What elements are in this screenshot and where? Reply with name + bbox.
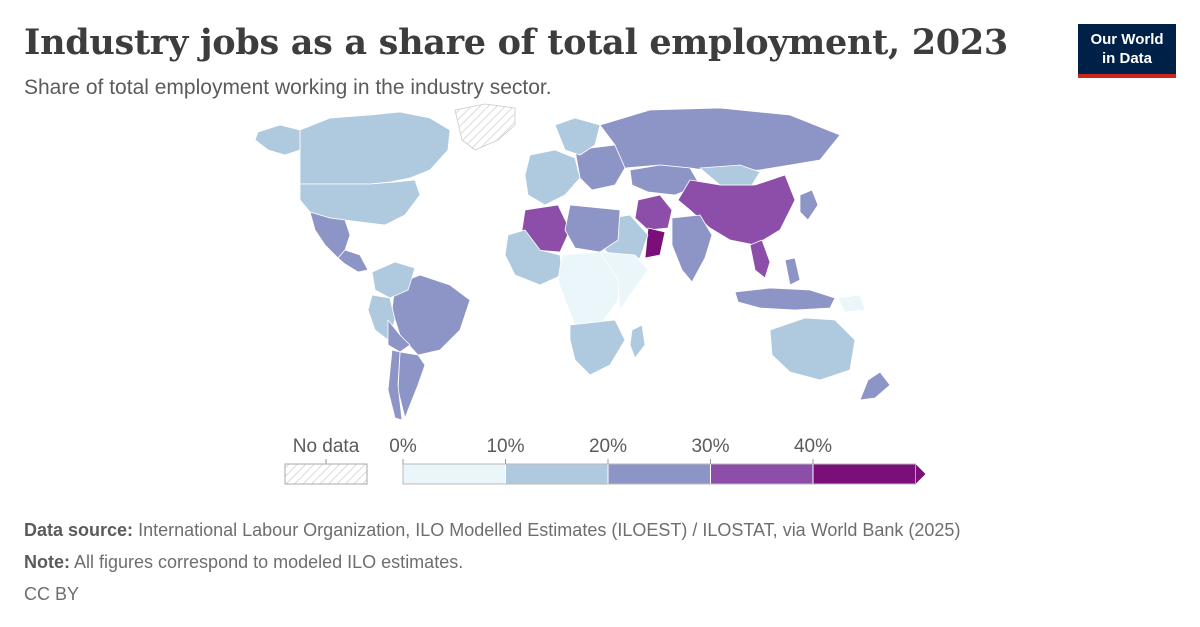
region-oman[interactable] xyxy=(644,227,666,259)
logo-line-2: in Data xyxy=(1101,50,1152,67)
region-iran[interactable] xyxy=(634,194,673,231)
region-central-america[interactable] xyxy=(337,249,369,273)
legend-no-data-label: No data xyxy=(293,436,360,457)
region-bolivia[interactable] xyxy=(387,319,411,353)
region-canada[interactable] xyxy=(299,111,451,185)
note-text: All figures correspond to modeled ILO es… xyxy=(74,552,464,572)
note-label: Note: xyxy=(24,552,70,572)
region-alaska[interactable] xyxy=(254,124,301,156)
logo-line-1: Our World xyxy=(1090,31,1164,48)
region-southern-africa[interactable] xyxy=(569,319,626,376)
source-line: Data source: International Labour Organi… xyxy=(24,514,960,546)
region-indonesia[interactable] xyxy=(734,287,836,311)
region-india[interactable] xyxy=(671,214,713,283)
footer: Data source: International Labour Organi… xyxy=(24,514,960,610)
legend-bin-2[interactable] xyxy=(607,463,711,485)
legend-tick-label-1: 10% xyxy=(486,436,524,457)
legend-bin-1[interactable] xyxy=(505,463,609,485)
legend-arrow-tip xyxy=(915,464,926,484)
region-papua-new-guinea[interactable] xyxy=(837,294,866,313)
legend-tick-label-0: 0% xyxy=(389,436,417,457)
region-madagascar[interactable] xyxy=(629,324,646,359)
region-western-europe[interactable] xyxy=(524,149,581,206)
legend-bin-4[interactable] xyxy=(812,463,916,485)
legend-bin-3[interactable] xyxy=(710,463,814,485)
legend-tick-label-3: 30% xyxy=(691,436,729,457)
region-east-africa[interactable] xyxy=(599,251,649,311)
region-chile[interactable] xyxy=(387,349,403,421)
legend-bin-0[interactable] xyxy=(402,463,506,485)
world-map xyxy=(254,103,891,421)
region-algeria[interactable] xyxy=(521,204,571,253)
region-vietnam[interactable] xyxy=(749,239,771,279)
region-brazil[interactable] xyxy=(391,274,471,356)
chart-subtitle: Share of total employment working in the… xyxy=(24,76,552,99)
region-scandinavia[interactable] xyxy=(554,117,601,156)
legend-tick-label-2: 20% xyxy=(589,436,627,457)
source-text[interactable]: International Labour Organization, ILO M… xyxy=(138,520,961,540)
source-label: Data source: xyxy=(24,520,134,540)
region-mongolia[interactable] xyxy=(699,164,761,186)
legend-tick-label-4: 40% xyxy=(794,436,832,457)
region-new-zealand[interactable] xyxy=(859,371,891,401)
region-russia[interactable] xyxy=(599,107,841,173)
map-legend: No data 0% 10% 20% 30% 40% xyxy=(0,430,1200,490)
note-line: Note: All figures correspond to modeled … xyxy=(24,546,960,578)
owid-logo[interactable]: Our World in Data xyxy=(1078,24,1176,78)
region-australia[interactable] xyxy=(769,317,856,381)
region-argentina[interactable] xyxy=(397,351,426,419)
region-colombia[interactable] xyxy=(371,261,416,299)
license[interactable]: CC BY xyxy=(24,584,80,604)
region-japan[interactable] xyxy=(799,189,819,221)
region-greenland[interactable] xyxy=(454,103,516,151)
chart-title: Industry jobs as a share of total employ… xyxy=(24,22,1008,63)
region-philippines[interactable] xyxy=(784,257,801,286)
legend-no-data-swatch xyxy=(284,463,368,485)
